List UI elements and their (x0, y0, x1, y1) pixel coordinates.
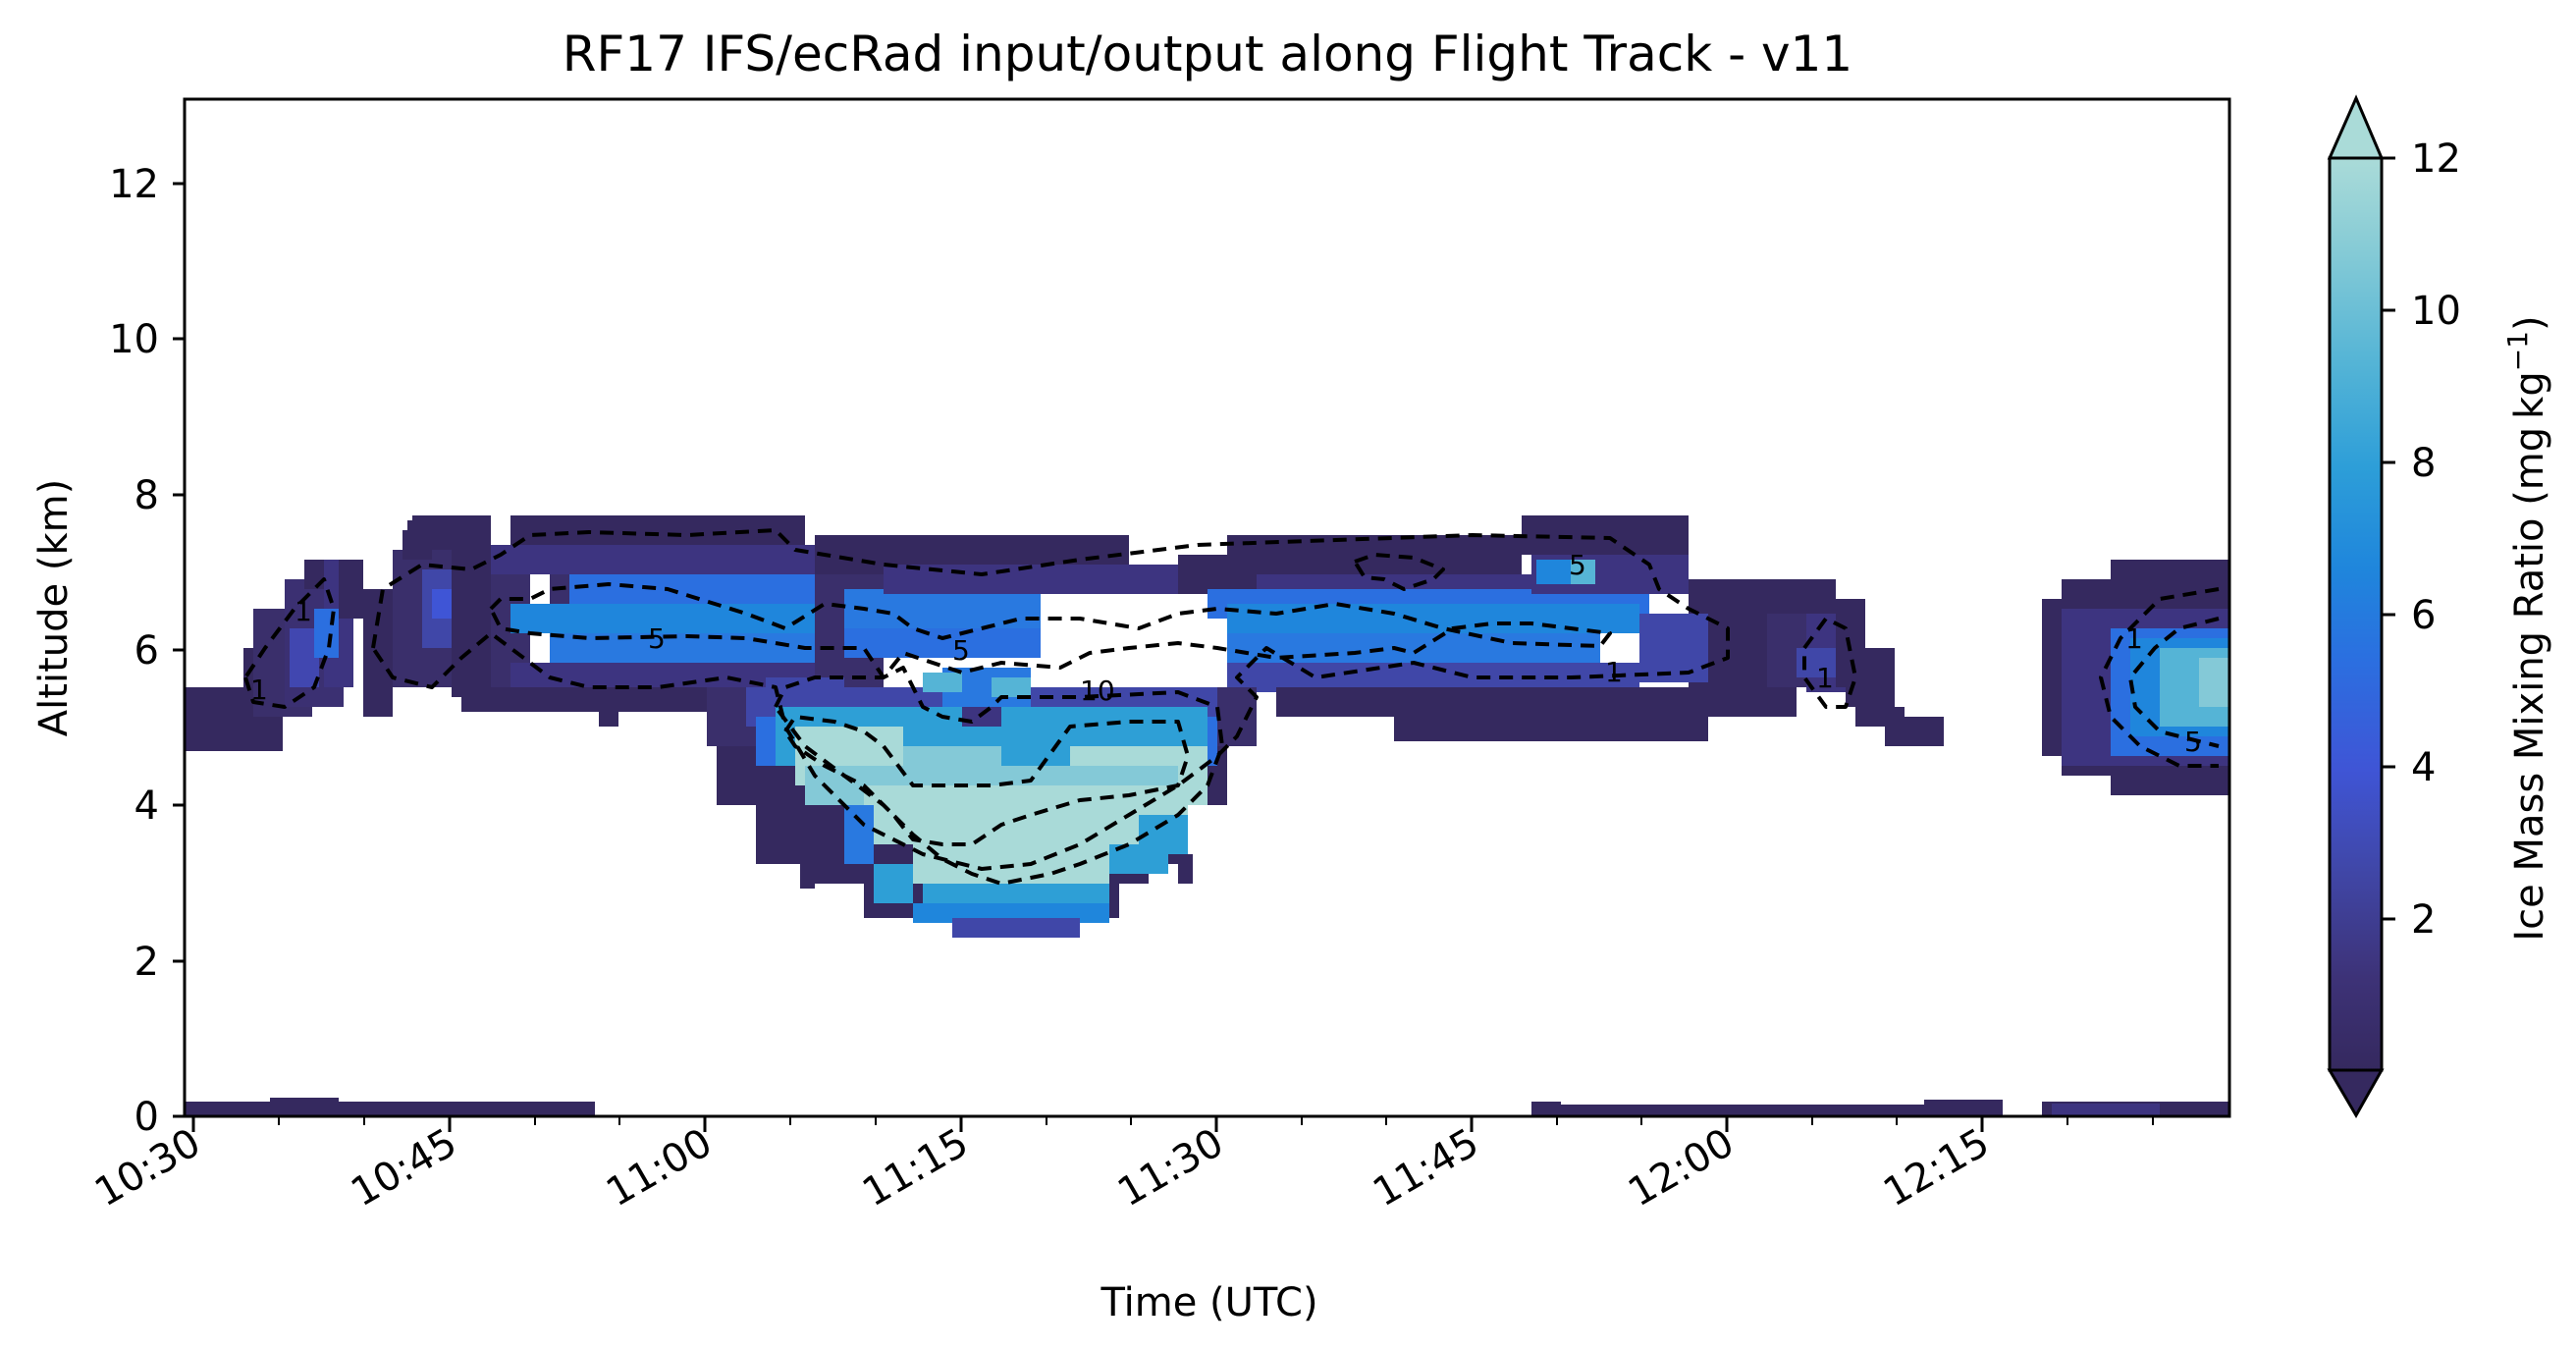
x-tick-label: 11:30 (1110, 1120, 1231, 1215)
x-tick-label: 12:15 (1876, 1120, 1997, 1215)
x-tick-label: 11:45 (1366, 1120, 1486, 1215)
y-tick-label: 0 (134, 1095, 159, 1140)
x-tick-label: 12:00 (1621, 1120, 1742, 1215)
svg-text:10: 10 (1080, 675, 1115, 707)
colorbar-tick-label: 8 (2411, 441, 2436, 486)
cloud-west (185, 530, 491, 751)
x-axis: 10:30 10:45 11:00 11:15 11:30 11:45 12:0… (87, 1116, 2154, 1325)
colorbar-tick-label: 10 (2411, 289, 2461, 334)
x-axis-label: Time (UTC) (1100, 1280, 1317, 1325)
y-tick-label: 6 (134, 628, 159, 674)
colorbar: 2 4 6 8 10 12 Ice Mass Mixing Ratio (mgk… (2327, 94, 2552, 1119)
svg-text:5: 5 (1569, 549, 1586, 581)
y-tick-label: 8 (134, 473, 159, 518)
cloud-east-end (2042, 560, 2229, 795)
colorbar-tick-label: 6 (2411, 593, 2436, 638)
colorbar-tick-label: 2 (2411, 897, 2436, 943)
x-tick-label: 10:45 (344, 1120, 464, 1215)
colorbar-label: Ice Mass Mixing Ratio (mgkg−1) (2501, 315, 2552, 941)
svg-text:5: 5 (2184, 726, 2202, 758)
cloud-core (707, 668, 1257, 938)
contour-lines (243, 528, 2220, 886)
y-axis: 0 2 4 6 8 10 12 Altitude (km) (31, 162, 185, 1140)
colorbar-tick-label: 12 (2411, 136, 2461, 182)
plot-area: 1 1 5 5 10 5 1 1 1 5 (185, 515, 2229, 1116)
svg-text:5: 5 (648, 622, 666, 655)
chart-title: RF17 IFS/ecRad input/output along Flight… (563, 26, 1852, 82)
x-tick-label: 11:00 (599, 1120, 720, 1215)
y-axis-label: Altitude (km) (31, 479, 77, 736)
y-tick-label: 2 (134, 940, 159, 985)
surface-layer (185, 1098, 2229, 1116)
y-tick-label: 4 (134, 783, 159, 829)
y-tick-label: 10 (109, 317, 159, 362)
y-tick-label: 12 (109, 162, 159, 207)
colorbar-tick-label: 4 (2411, 745, 2436, 790)
svg-text:1: 1 (250, 674, 268, 706)
contour-labels: 1 1 5 5 10 5 1 1 1 5 (250, 549, 2202, 758)
svg-text:5: 5 (952, 634, 970, 667)
svg-text:1: 1 (1816, 662, 1834, 694)
x-tick-label: 11:15 (855, 1120, 976, 1215)
svg-text:1: 1 (295, 595, 312, 627)
svg-text:1: 1 (1605, 656, 1623, 688)
svg-text:1: 1 (2125, 622, 2143, 655)
plot-frame (183, 97, 2231, 1118)
